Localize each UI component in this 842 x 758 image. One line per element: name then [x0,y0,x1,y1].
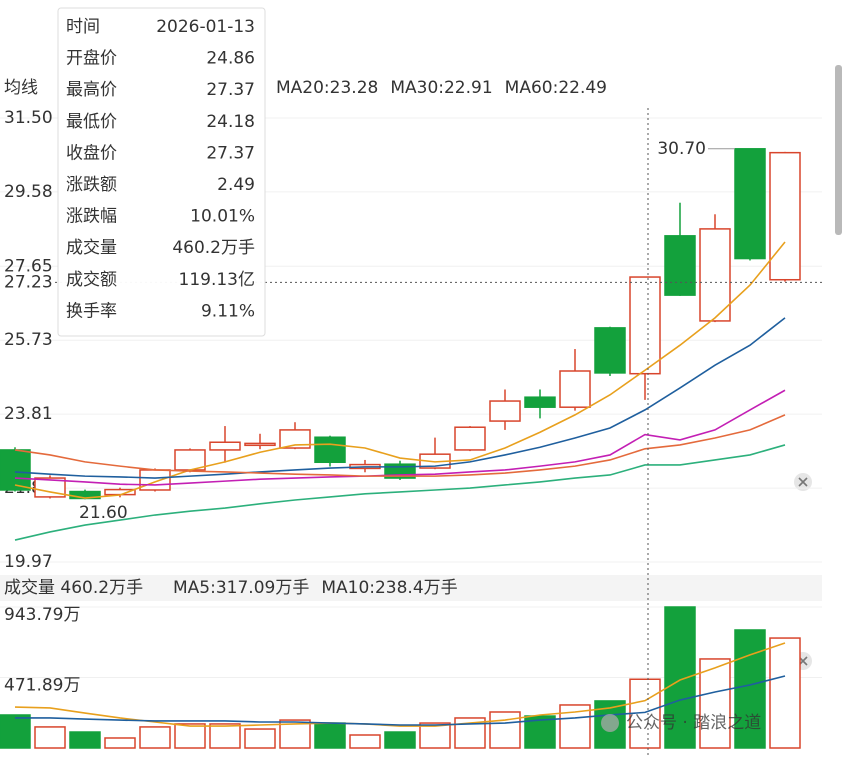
volume-bar [489,711,521,749]
legend-entry: MA20:23.28 [276,78,378,98]
tooltip-label: 开盘价 [66,49,117,69]
tooltip-value: 24.18 [206,112,255,132]
candle-body [699,228,731,322]
volume-bar [699,658,731,749]
volume-bar [734,629,766,749]
ma-line [14,317,786,479]
watermark-icon [601,714,619,732]
candle-body [629,276,661,375]
candle-body [454,426,486,451]
candle-body [244,442,276,447]
tooltip: 时间 2026-01-13 开盘价 24.86 最高价 27.37 最低价 24.18 收盘价 2… [57,7,266,337]
watermark: 公众号 · 踏浪之道 [601,713,761,733]
tooltip-label: 最低价 [66,112,117,132]
y-tick-label: 27.65 [4,256,53,276]
tooltip-value: 9.11% [201,301,255,321]
volume-bar [384,731,416,749]
volume-bar [349,734,381,749]
volume-title: 成交量 460.2万手 [4,578,143,598]
tooltip-value: 10.01% [190,207,255,227]
volume-bar [69,731,101,749]
candle-body [0,449,31,491]
legend-entry: MA5:317.09万手 [173,578,309,598]
tooltip-value: 460.2万手 [172,238,255,258]
ma-line [14,444,786,541]
y-tick-label: 31.50 [4,108,53,128]
tooltip-label: 换手率 [66,301,117,321]
volume-bar [314,722,346,749]
tooltip-label: 涨跌额 [66,175,117,195]
low-marker-label: 21.60 [79,503,128,523]
legend-entry: MA10:238.4万手 [321,578,457,598]
tooltip-value: 27.37 [206,143,255,163]
y-tick-label: 29.58 [4,182,53,202]
candle-body [594,327,626,374]
candle-body [524,396,556,408]
candle-body [279,429,311,449]
legend-entry: MA30:22.91 [390,78,492,98]
tooltip-value: 2026-01-13 [156,17,255,37]
volume-bar [34,726,66,749]
volume-bar [139,726,171,749]
candle-body [734,148,766,260]
volume-bar [209,723,241,749]
crosshair-label: 27.23 [4,272,53,292]
tooltip-box [57,7,266,337]
volume-bar [0,714,31,749]
y-tick-label: 23.81 [4,404,53,424]
legend-title: 均线 [4,78,38,98]
crosshair-label-bg [0,271,52,294]
candle-body [664,235,696,296]
candle-body [314,436,346,464]
ma-line [15,675,786,726]
volume-header-band [0,575,822,601]
tooltip-label: 收盘价 [66,143,117,163]
candle-body [489,400,521,422]
tooltip-label: 成交额 [66,270,117,290]
close-button[interactable] [794,473,812,491]
tooltip-value: 2.49 [217,175,255,195]
ma-line [14,241,786,499]
candle-body [139,469,171,491]
y-tick-label: 471.89万 [4,676,80,696]
tooltip-label: 涨跌幅 [66,207,117,227]
watermark-text: 公众号 · 踏浪之道 [626,713,761,733]
ma-line [14,414,786,477]
candle-body [34,477,66,498]
volume-bar [419,722,451,749]
volume-bar [104,737,136,749]
volume-bar [769,637,801,749]
high-marker-label: 30.70 [657,139,706,159]
volume-bar [664,606,696,749]
scrollbar[interactable] [835,65,842,235]
volume-bar [174,723,206,749]
tooltip-label: 成交量 [66,238,117,258]
tooltip-value: 24.86 [206,49,255,69]
tooltip-label: 最高价 [66,80,117,100]
y-tick-label: 19.97 [4,552,53,572]
tooltip-label: 时间 [66,17,100,37]
legend-entry: MA60:22.49 [505,78,607,98]
y-tick-label: 943.79万 [4,605,80,625]
tooltip-value: 119.13亿 [179,270,255,290]
candle-body [769,151,801,281]
y-tick-label: 25.73 [4,330,53,350]
ma-line [14,389,786,486]
volume-bar [244,728,276,749]
candle-body [559,370,591,408]
candle-body [209,441,241,451]
tooltip-value: 27.37 [206,80,255,100]
